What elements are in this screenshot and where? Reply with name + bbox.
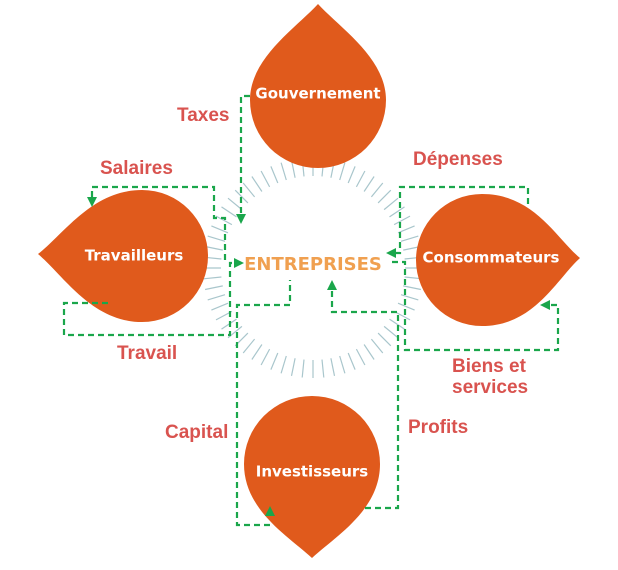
center-label: ENTREPRISES — [244, 254, 382, 275]
node-travailleurs — [38, 190, 208, 322]
ray-tick — [393, 215, 411, 226]
arrow-profits — [327, 280, 337, 290]
arrow-capital — [265, 506, 275, 516]
node-investisseurs — [244, 396, 380, 558]
ray-tick — [389, 206, 405, 218]
ray-tick — [400, 235, 419, 242]
ray-tick — [370, 182, 384, 198]
node-label-investisseurs: Investisseurs — [256, 463, 369, 481]
ray-tick — [339, 162, 346, 181]
flow-label-taxes: Taxes — [177, 105, 229, 126]
ray-tick — [363, 344, 375, 360]
ray-tick — [377, 332, 392, 347]
ray-tick — [339, 355, 346, 374]
ray-tick — [280, 355, 287, 374]
ray-tick — [280, 162, 287, 181]
flow-label-biens-line1: Biens et — [452, 356, 527, 377]
flow-label-depenses: Dépenses — [413, 149, 503, 170]
ray-tick — [397, 302, 415, 311]
ray-tick — [207, 294, 226, 301]
ray-tick — [270, 166, 279, 184]
arrow-travail — [234, 258, 244, 268]
flow-label-profits: Profits — [408, 417, 468, 438]
ray-tick — [211, 225, 229, 234]
flow-biens — [392, 260, 560, 352]
ray-tick — [397, 225, 415, 234]
flow-depenses — [394, 185, 530, 255]
ray-tick — [383, 197, 399, 211]
arrow-depenses — [386, 248, 396, 258]
flow-label-capital: Capital — [165, 422, 228, 443]
node-label-consommateurs: Consommateurs — [423, 249, 560, 267]
node-gouvernement — [250, 4, 386, 168]
ray-tick — [383, 325, 399, 339]
ray-tick — [321, 359, 325, 378]
flow-profits — [330, 288, 400, 510]
ray-tick — [290, 358, 296, 377]
ray-tick — [215, 215, 233, 226]
ray-tick — [242, 182, 256, 198]
arrow-taxes — [236, 214, 246, 224]
ray-tick — [260, 348, 271, 366]
flow-label-biens-line2: services — [452, 377, 528, 398]
flow-salaires — [90, 185, 227, 260]
ray-tick — [270, 352, 279, 370]
ray-tick — [204, 245, 223, 251]
ray-tick — [211, 302, 229, 311]
node-label-gouvernement: Gouvernement — [255, 85, 380, 103]
ray-tick — [355, 348, 366, 366]
ray-tick — [251, 176, 263, 192]
ray-tick — [363, 176, 375, 192]
ray-tick — [234, 189, 249, 204]
ray-tick — [347, 352, 356, 370]
ray-tick — [203, 276, 222, 280]
flow-taxes — [239, 94, 250, 215]
ray-tick — [204, 285, 223, 291]
ray-tick — [355, 170, 366, 188]
flow-label-salaires: Salaires — [100, 158, 173, 179]
flow-label-travail: Travail — [117, 343, 177, 364]
ray-tick — [207, 235, 226, 242]
ray-tick — [347, 166, 356, 184]
ray-tick — [389, 318, 405, 330]
ray-tick — [400, 294, 419, 301]
node-label-travailleurs: Travailleurs — [85, 247, 184, 265]
ray-tick — [221, 206, 237, 218]
ray-tick — [260, 170, 271, 188]
flow-travail — [62, 261, 236, 337]
ray-tick — [227, 197, 243, 211]
node-consommateurs — [416, 194, 580, 326]
ray-tick — [370, 338, 384, 354]
ray-tick — [301, 359, 305, 378]
ray-tick — [251, 344, 263, 360]
arrow-salaires — [87, 197, 97, 207]
flow-capital — [235, 280, 292, 527]
ray-tick — [290, 159, 296, 178]
ray-tick — [330, 358, 336, 377]
ray-tick — [403, 285, 422, 291]
arrow-biens — [540, 300, 550, 310]
ray-tick — [377, 189, 392, 204]
ray-tick — [242, 338, 256, 354]
